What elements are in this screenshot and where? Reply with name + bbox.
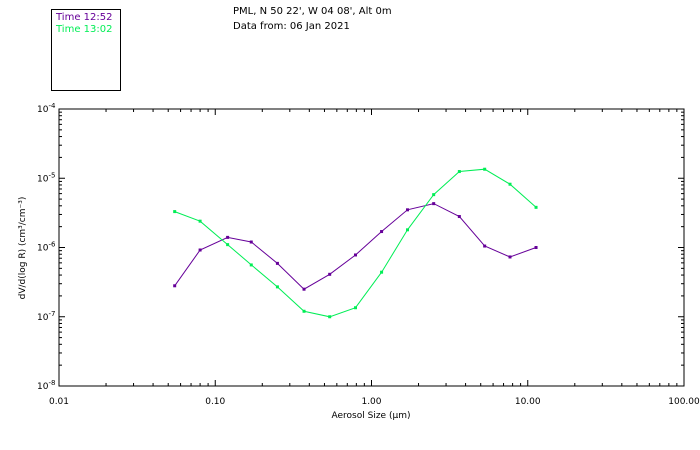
- data-point-series-1: [249, 240, 253, 244]
- data-point-series-2: [380, 270, 384, 274]
- data-point-series-2: [432, 193, 436, 197]
- legend-entry-series-2: Time 13:02: [56, 24, 113, 35]
- data-point-series-1: [275, 261, 279, 265]
- data-point-series-1: [302, 287, 306, 291]
- legend-entry-series-1: Time 12:52: [56, 12, 113, 23]
- plot-area-frame: [58, 108, 685, 387]
- y-tick-label: 10-4: [37, 102, 56, 115]
- x-tick-label: 100.00: [668, 397, 700, 407]
- data-point-series-2: [249, 263, 253, 267]
- data-point-series-1: [328, 272, 332, 276]
- data-point-series-1: [406, 208, 410, 212]
- data-point-series-2: [354, 306, 358, 310]
- y-axis-label: dV/d(log R) (cm³/cm⁻³): [18, 197, 28, 300]
- data-point-series-1: [432, 202, 436, 206]
- data-point-series-2: [483, 167, 487, 171]
- series-line-1: [174, 203, 537, 290]
- data-point-series-1: [483, 244, 487, 248]
- data-point-series-2: [406, 228, 410, 232]
- data-date: Data from: 06 Jan 2021: [233, 21, 350, 32]
- data-point-series-1: [226, 235, 230, 239]
- data-series: [173, 167, 538, 319]
- y-tick-label: 10-6: [37, 241, 56, 254]
- data-point-series-2: [508, 182, 512, 186]
- data-point-series-2: [173, 210, 177, 214]
- data-point-series-2: [302, 309, 306, 313]
- y-tick-label: 10-7: [37, 310, 55, 323]
- data-point-series-1: [198, 248, 202, 252]
- data-point-series-2: [457, 170, 461, 174]
- data-point-series-2: [534, 205, 538, 209]
- y-tick-label: 10-5: [37, 171, 55, 184]
- axis-ticks: [58, 109, 684, 387]
- x-tick-label: 0.10: [205, 397, 225, 407]
- data-point-series-2: [226, 243, 230, 247]
- data-point-series-1: [508, 255, 512, 259]
- x-tick-label: 10.00: [515, 397, 541, 407]
- data-point-series-1: [457, 215, 461, 219]
- data-point-series-1: [354, 253, 358, 257]
- data-point-series-2: [328, 315, 332, 319]
- x-tick-label: 0.01: [49, 397, 69, 407]
- y-tick-label: 10-8: [37, 379, 55, 392]
- x-tick-label: 1.00: [361, 397, 381, 407]
- x-axis-label: Aerosol Size (µm): [332, 411, 411, 421]
- location-title: PML, N 50 22', W 04 08', Alt 0m: [233, 6, 392, 17]
- data-point-series-1: [380, 230, 384, 234]
- data-point-series-2: [275, 285, 279, 289]
- data-point-series-1: [173, 284, 177, 288]
- data-point-series-1: [534, 246, 538, 249]
- axis-tick-labels: 0.01 0.10 1.00 10.00 100.00 10-4 10-5 10-6 10-7 1…: [37, 102, 700, 407]
- data-point-series-2: [198, 219, 202, 223]
- legend: Time 12:52 Time 13:02: [51, 9, 121, 91]
